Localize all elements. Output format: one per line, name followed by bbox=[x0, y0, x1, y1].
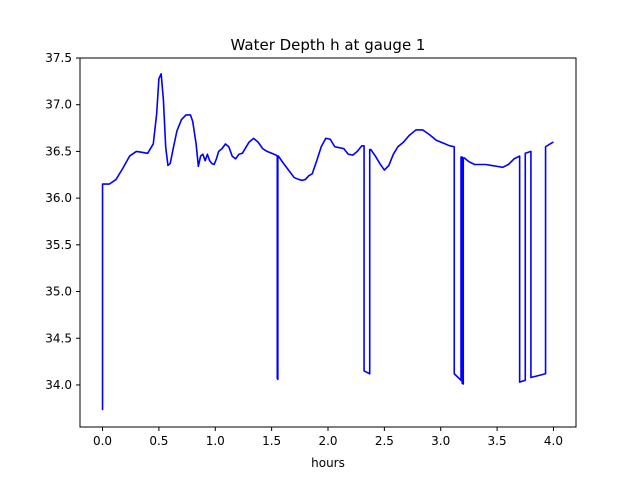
x-tick-label: 1.0 bbox=[206, 434, 225, 448]
series-line-0 bbox=[101, 73, 554, 411]
x-tick-label: 2.0 bbox=[318, 434, 337, 448]
y-tick-label: 36.5 bbox=[45, 144, 72, 158]
x-axis-label: hours bbox=[311, 456, 345, 470]
y-tick-label: 36.0 bbox=[45, 191, 72, 205]
x-tick-label: 0.0 bbox=[93, 434, 112, 448]
x-tick-label: 4.0 bbox=[544, 434, 563, 448]
y-tick-label: 34.0 bbox=[45, 378, 72, 392]
y-axis: 34.0 34.5 35.0 35.5 36.0 36.5 37.0 37.5 bbox=[45, 51, 80, 392]
x-tick-label: 0.5 bbox=[149, 434, 168, 448]
x-tick-label: 1.5 bbox=[262, 434, 281, 448]
y-tick-label: 34.5 bbox=[45, 331, 72, 345]
y-tick-label: 37.0 bbox=[45, 98, 72, 112]
y-tick-label: 35.0 bbox=[45, 285, 72, 299]
x-tick-label: 3.5 bbox=[488, 434, 507, 448]
x-tick-label: 2.5 bbox=[375, 434, 394, 448]
y-tick-label: 35.5 bbox=[45, 238, 72, 252]
x-tick-label: 3.0 bbox=[431, 434, 450, 448]
y-tick-label: 37.5 bbox=[45, 51, 72, 65]
x-axis: 0.0 0.5 1.0 1.5 2.0 2.5 3.0 3.5 4.0 bbox=[93, 427, 563, 448]
chart-title: Water Depth h at gauge 1 bbox=[231, 36, 426, 54]
